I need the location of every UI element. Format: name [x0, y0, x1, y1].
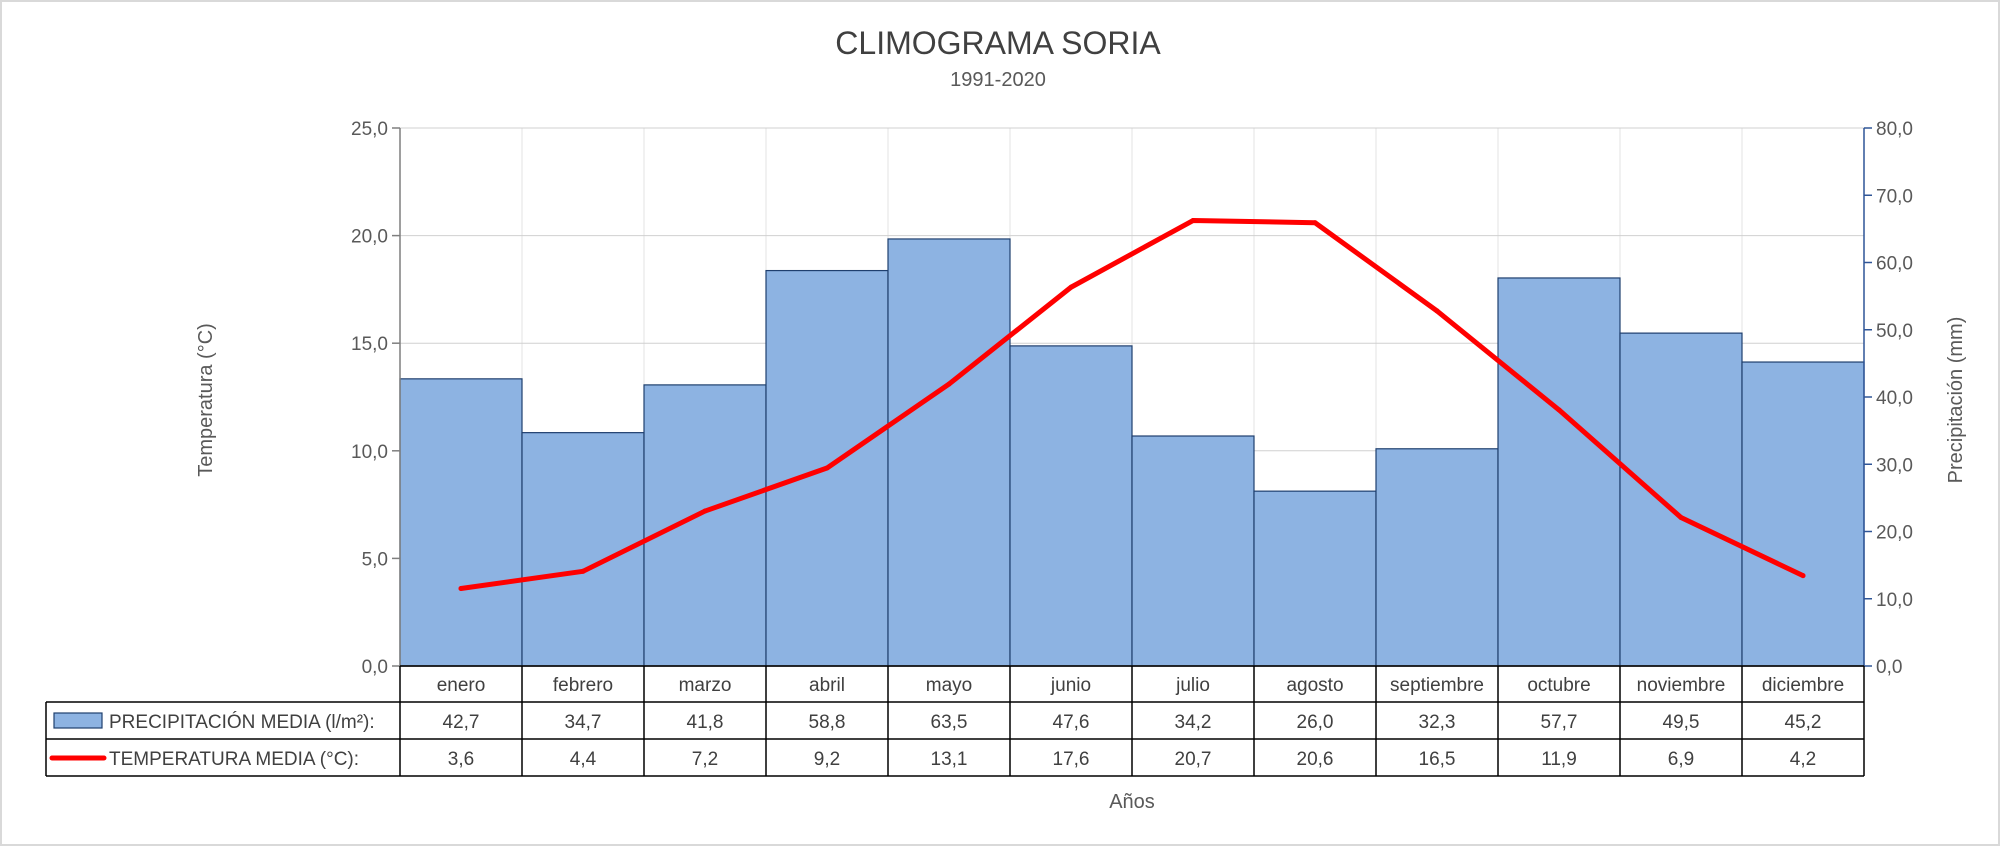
precipitation-bar — [1009, 345, 1133, 667]
right-axis-title: Precipitación (mm) — [1945, 317, 1967, 484]
precipitation-value: 49,5 — [1663, 712, 1700, 733]
right-tick-label: 30,0 — [1876, 455, 1913, 476]
temperature-value: 16,5 — [1419, 749, 1456, 770]
left-tick-label: 0,0 — [362, 657, 388, 678]
data-table: enero febrero marzo abril mayo junio julio agos… — [45, 665, 1865, 777]
precipitation-bar — [1741, 361, 1865, 667]
temperature-point — [1434, 308, 1440, 314]
temperature-point — [1190, 218, 1196, 224]
right-tick-label: 0,0 — [1876, 657, 1902, 678]
temperature-value: 7,2 — [692, 749, 718, 770]
temperature-value: 3,6 — [448, 749, 474, 770]
category-label: agosto — [1286, 675, 1343, 696]
precipitation-value: 45,2 — [1785, 712, 1822, 733]
temperature-point — [1312, 220, 1318, 226]
category-label: mayo — [926, 675, 972, 696]
right-tick-label: 80,0 — [1876, 119, 1913, 140]
temperature-point — [702, 508, 708, 514]
precipitation-bar — [1497, 277, 1621, 667]
precipitation-value: 47,6 — [1053, 712, 1090, 733]
temperature-point — [458, 586, 464, 592]
precipitation-value: 34,7 — [565, 712, 602, 733]
category-label: septiembre — [1390, 675, 1484, 696]
temperature-value: 4,2 — [1790, 749, 1816, 770]
precipitation-bar — [1375, 448, 1499, 667]
temperature-value: 17,6 — [1053, 749, 1090, 770]
temperature-value: 13,1 — [931, 749, 968, 770]
temperature-value: 20,7 — [1175, 749, 1212, 770]
category-label: febrero — [553, 675, 613, 696]
chart-subtitle: 1991-2020 — [950, 69, 1046, 91]
temperature-point — [946, 381, 952, 387]
category-label: octubre — [1527, 675, 1590, 696]
precipitation-bar — [399, 378, 523, 667]
category-label: enero — [437, 675, 486, 696]
category-label: abril — [809, 675, 845, 696]
temperature-line — [458, 218, 1806, 592]
left-tick-label: 10,0 — [351, 442, 388, 463]
precipitation-value: 41,8 — [687, 712, 724, 733]
temperature-point — [580, 568, 586, 574]
temperature-value: 6,9 — [1668, 749, 1694, 770]
temperature-value: 9,2 — [814, 749, 840, 770]
temperature-point — [1068, 284, 1074, 290]
temperature-line-layer — [458, 218, 1806, 592]
category-label: noviembre — [1637, 675, 1726, 696]
precipitation-value: 32,3 — [1419, 712, 1456, 733]
temperature-value: 11,9 — [1541, 749, 1577, 770]
temperature-point — [1678, 515, 1684, 521]
right-tick-label: 50,0 — [1876, 321, 1913, 342]
temperature-point — [1800, 573, 1806, 579]
temperature-value: 20,6 — [1297, 749, 1334, 770]
right-tick-label: 60,0 — [1876, 254, 1913, 275]
right-tick-label: 20,0 — [1876, 523, 1913, 544]
precipitation-bar — [887, 238, 1011, 667]
precipitation-value: 26,0 — [1297, 712, 1334, 733]
precipitation-bar — [1131, 435, 1255, 667]
temperature-point — [1556, 407, 1562, 413]
right-tick-label: 10,0 — [1876, 590, 1913, 611]
temperature-value: 4,4 — [570, 749, 597, 770]
left-tick-label: 25,0 — [351, 119, 388, 140]
temperature-series-name: TEMPERATURA MEDIA (°C): — [109, 749, 359, 770]
category-label: junio — [1050, 675, 1091, 696]
x-axis-title: Años — [1109, 791, 1155, 813]
precipitation-bars — [399, 238, 1865, 667]
precipitation-value: 34,2 — [1175, 712, 1212, 733]
left-tick-label: 20,0 — [351, 227, 388, 248]
chart-title: CLIMOGRAMA SORIA — [835, 25, 1161, 61]
precipitation-value: 57,7 — [1541, 712, 1578, 733]
category-label: diciembre — [1762, 675, 1844, 696]
left-tick-label: 15,0 — [351, 334, 388, 355]
precipitation-bar — [1619, 332, 1743, 667]
left-tick-label: 5,0 — [362, 549, 388, 570]
precipitation-bar — [1253, 490, 1377, 667]
category-label: julio — [1175, 675, 1210, 696]
precipitation-series-name: PRECIPITACIÓN MEDIA (l/m²): — [109, 711, 375, 733]
left-axis-title: Temperatura (°C) — [195, 323, 217, 477]
precipitation-value: 42,7 — [443, 712, 480, 733]
category-label: marzo — [679, 675, 732, 696]
right-tick-label: 40,0 — [1876, 388, 1913, 409]
precipitation-bar — [643, 384, 767, 667]
temperature-point — [824, 465, 830, 471]
precipitation-value: 63,5 — [931, 712, 968, 733]
right-tick-label: 70,0 — [1876, 186, 1913, 207]
precipitation-legend-key — [53, 712, 103, 729]
precipitation-value: 58,8 — [809, 712, 846, 733]
